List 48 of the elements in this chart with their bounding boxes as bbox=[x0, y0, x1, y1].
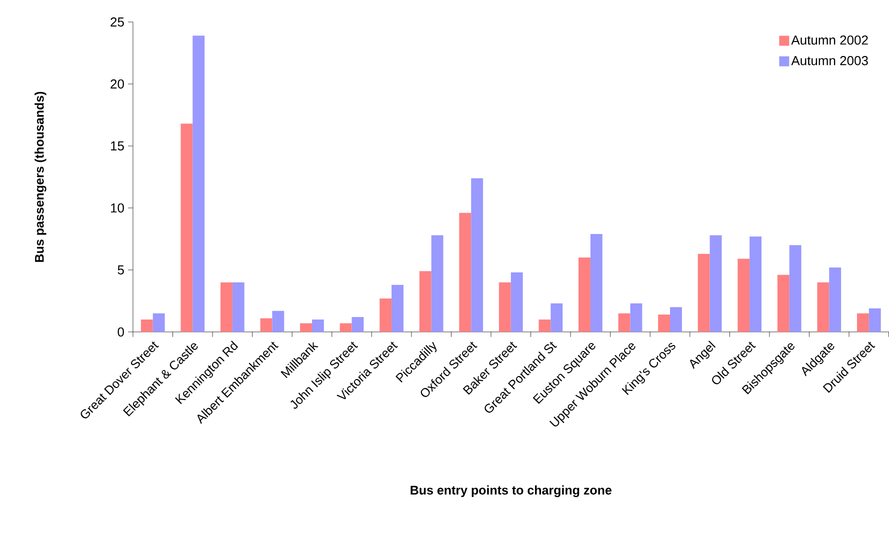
bar bbox=[789, 245, 802, 332]
bar bbox=[260, 318, 272, 332]
bar bbox=[578, 258, 590, 332]
bar bbox=[777, 274, 790, 332]
bar bbox=[658, 314, 670, 332]
bar bbox=[419, 271, 432, 332]
bar bbox=[550, 303, 563, 332]
bar bbox=[829, 268, 842, 332]
bar bbox=[856, 313, 869, 332]
bar bbox=[670, 307, 682, 332]
bar bbox=[180, 124, 193, 332]
bar bbox=[380, 298, 392, 332]
y-axis-title: Bus passengers (thousands) bbox=[34, 92, 46, 262]
bar bbox=[220, 282, 232, 332]
bar bbox=[352, 317, 364, 332]
bar bbox=[312, 320, 324, 332]
bar bbox=[232, 282, 244, 332]
bar bbox=[538, 320, 551, 332]
legend-label: Autumn 2003 bbox=[791, 56, 868, 66]
y-tick-label: 20 bbox=[110, 79, 124, 89]
bar bbox=[459, 212, 472, 332]
y-tick-label: 10 bbox=[110, 203, 124, 213]
x-axis-title: Bus entry points to charging zone bbox=[410, 485, 612, 498]
bar bbox=[471, 178, 484, 332]
bar bbox=[750, 236, 762, 332]
bar bbox=[817, 282, 830, 332]
y-tick-label: 15 bbox=[110, 142, 124, 151]
bar bbox=[738, 258, 750, 332]
bar bbox=[868, 308, 881, 332]
y-tick-label: 5 bbox=[118, 265, 124, 275]
bar bbox=[192, 36, 205, 332]
bar bbox=[272, 310, 284, 332]
bar bbox=[590, 234, 602, 332]
bar bbox=[710, 235, 722, 332]
bar bbox=[498, 282, 511, 332]
bar bbox=[340, 323, 352, 332]
bar bbox=[630, 303, 642, 332]
bar bbox=[618, 313, 630, 332]
bar bbox=[140, 320, 153, 332]
y-tick-label: 0 bbox=[118, 327, 124, 337]
y-tick-label: 25 bbox=[110, 17, 124, 27]
bar bbox=[392, 284, 404, 332]
legend-label: Autumn 2002 bbox=[791, 36, 868, 45]
bar bbox=[431, 235, 444, 332]
bar bbox=[152, 313, 165, 332]
bar bbox=[510, 272, 523, 332]
bar bbox=[698, 254, 710, 332]
bar bbox=[300, 323, 312, 332]
